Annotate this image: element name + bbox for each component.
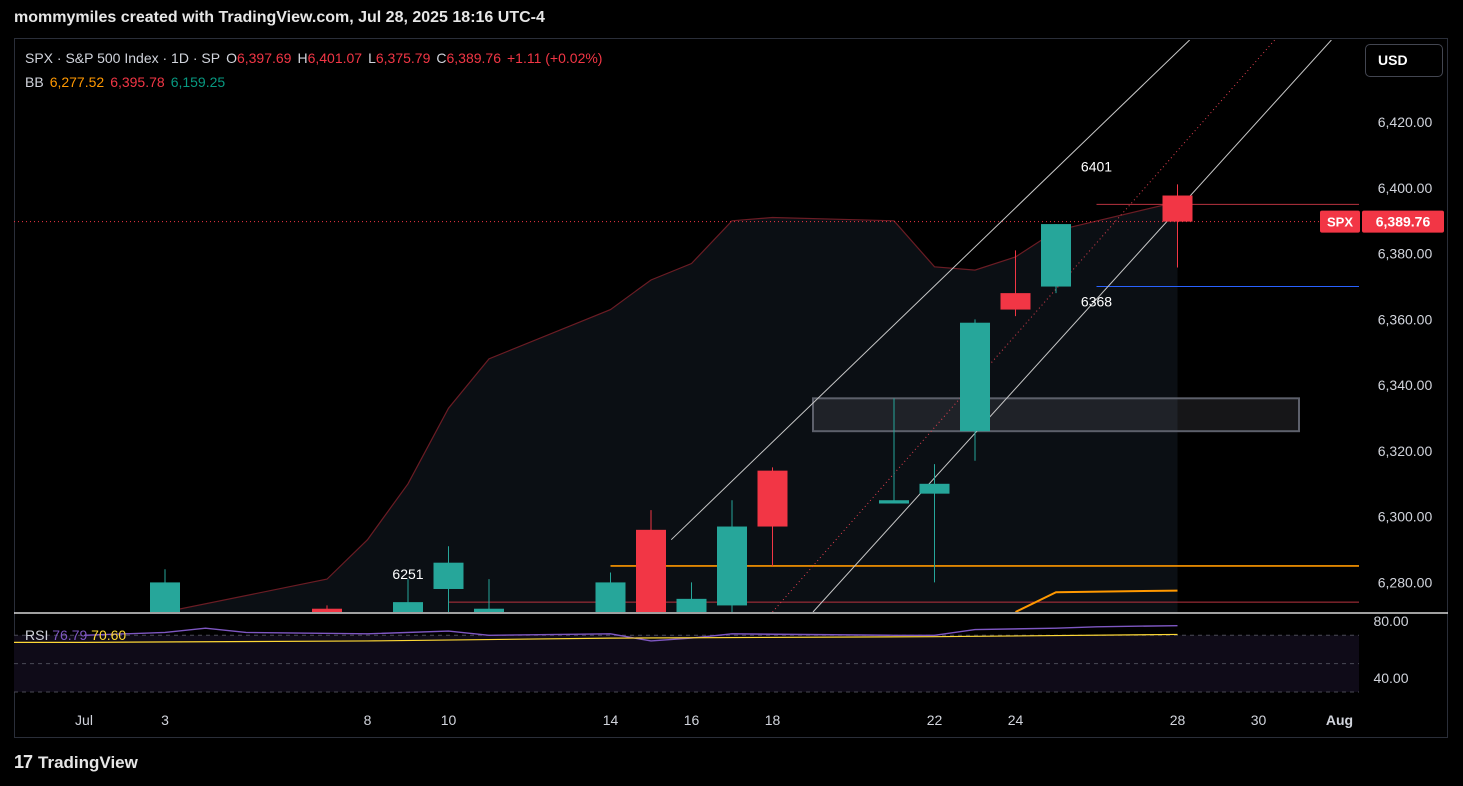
bb-fill [165,201,1178,612]
rsi-ma-line [14,633,1178,643]
symbol-legend: SPX · S&P 500 Index · 1D · SP O6,397.69 H6… [25,50,608,66]
candle-body [312,608,342,612]
low-label: L [368,50,376,66]
bb-basis-line [1015,589,1178,612]
candle-body [919,483,950,494]
price-annotation: 6368 [1081,293,1112,309]
time-tick-label: 16 [684,712,700,728]
time-tick-label: 14 [603,712,619,728]
candle [1041,224,1071,294]
candle [433,546,464,612]
close-value: 6,389.76 [446,50,502,66]
channel-line-0 [670,40,1190,541]
currency-button[interactable]: USD [1365,44,1443,77]
open-label: O [226,50,237,66]
candle-body [595,582,626,612]
channel-line-2 [772,40,1276,612]
candle [879,398,909,504]
candle-body [1162,195,1193,222]
time-tick-label: Aug [1326,712,1353,728]
high-value: 6,401.07 [307,50,363,66]
time-tick-label: Jul [75,712,93,728]
time-tick-label: 3 [161,712,169,728]
time-tick-label: 18 [765,712,781,728]
candle [717,500,747,612]
time-tick-label: 10 [441,712,457,728]
price-annotation: 6401 [1081,158,1112,174]
high-label: H [297,50,308,66]
candle-body [474,608,504,612]
last-price-name-tag [1320,210,1360,233]
price-tick-label: 6,360.00 [1378,311,1433,327]
rsi-line [83,624,1178,642]
bb-lower-value: 6,159.25 [170,74,226,90]
close-label: C [436,50,447,66]
channel-line-1 [812,40,1332,612]
time-tick-label: 28 [1170,712,1186,728]
price-annotation: 6251 [392,566,423,582]
candle-body [636,529,666,612]
bb-label: BB [25,74,44,90]
candle-body [960,322,990,432]
price-tick-label: 6,420.00 [1378,114,1433,130]
low-value: 6,375.79 [375,50,431,66]
candle [595,572,626,612]
time-tick-label: 8 [364,712,372,728]
time-tick-label: 30 [1251,712,1267,728]
candle [150,569,180,612]
price-tick-label: 6,400.00 [1378,180,1433,196]
candle [312,605,342,612]
candle-body [1041,224,1071,287]
candle [676,582,707,612]
candle [636,510,666,612]
rsi-tick-label: 40.00 [1373,670,1408,686]
candle [474,579,504,612]
tradingview-brand: TradingView [38,753,138,772]
zone-box [812,397,1300,433]
rsi-label: RSI [25,627,52,643]
tradingview-logo: 17 TradingView [14,752,138,773]
last-price-value: 6,389.76 [1376,214,1431,230]
rsi-ma-value: 70.60 [91,627,126,643]
candle-body [879,500,909,504]
candle [393,579,423,612]
chart-header-caption: mommymiles created with TradingView.com,… [14,9,545,26]
candle [1162,184,1193,268]
price-tick-label: 6,280.00 [1378,574,1433,590]
time-tick-label: 22 [927,712,943,728]
last-price-value-tag [1362,210,1444,233]
rsi-value: 76.79 [52,627,91,643]
candle [960,319,990,461]
bb-upper-value: 6,395.78 [110,74,165,90]
time-tick-label: 24 [1008,712,1024,728]
candle-body [676,598,707,612]
candle-body [1000,293,1031,310]
price-pane: 6401 6368 6251 [14,40,1359,612]
candle-body [757,470,788,527]
symbol-title: SPX · S&P 500 Index · 1D · SP [25,50,221,66]
candle [919,464,950,583]
bb-legend: BB 6,277.52 6,395.78 6,159.25 [25,74,231,90]
tradingview-logo-mark: 17 [14,752,33,772]
bb-upper-line [164,201,1178,612]
candle-body [433,562,464,589]
price-tick-label: 6,380.00 [1378,246,1433,262]
candle-body [393,602,423,612]
rsi-legend: RSI 76.79 70.60 [25,627,126,643]
rsi-tick-label: 80.00 [1373,613,1408,629]
candle [757,467,788,566]
price-tick-label: 6,320.00 [1378,443,1433,459]
price-tick-label: 6,300.00 [1378,509,1433,525]
open-value: 6,397.69 [236,50,292,66]
bb-basis-value: 6,277.52 [49,74,105,90]
chart-frame [14,38,1448,738]
last-price-name: SPX [1327,215,1353,230]
price-tick-label: 6,340.00 [1378,377,1433,393]
candle [1000,250,1031,317]
candle-body [150,582,180,612]
change-value: +1.11 (+0.02%) [507,50,603,66]
candle-body [717,526,747,606]
